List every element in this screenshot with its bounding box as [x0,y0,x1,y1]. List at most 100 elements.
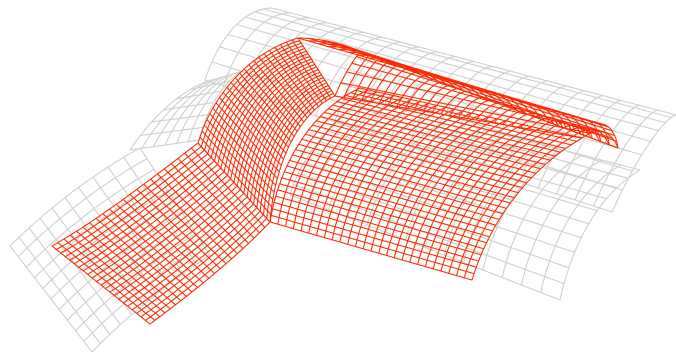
upper-saddle-long-line [239,72,295,137]
upper-saddle-long-line [258,56,308,119]
right-arm-long-line [311,124,528,184]
ridge-bridge-cross-line [378,68,407,105]
red-t-junction-mesh [51,37,619,325]
right-arm-long-line [269,221,473,281]
ridge-bridge-long-line [334,95,583,139]
upper-saddle-long-line [218,97,282,166]
right-arm-long-line [281,177,491,238]
left-arm-long-line [75,230,171,310]
ghost-left-arm-long-line [28,227,111,335]
right-arm-long-line [277,189,485,250]
ghost-upper-left-long-line [139,126,204,136]
left-arm-long-line [108,208,199,289]
ghost-upper-left-long-line [189,80,231,91]
left-arm-long-line [51,245,151,325]
upper-saddle-long-line [279,44,323,105]
upper-saddle-long-line [248,64,301,128]
ridge-bridge-cross-line [387,72,416,106]
ghost-right-shell-long-line [346,112,618,189]
upper-saddle-long-line [212,107,278,179]
top-ridge-long-line [341,44,616,137]
right-arm-long-line [308,129,524,189]
left-arm-long-line [136,188,221,270]
ghost-back-vault-long-line [254,11,666,124]
ghost-upper-left-long-line [151,114,209,123]
left-arm-long-line [69,234,166,314]
ghost-right-shell-long-line [318,140,590,225]
left-arm-long-line [57,242,156,321]
upper-saddle-long-line [215,102,280,173]
right-arm-long-line [359,87,583,139]
right-arm-long-line [332,104,551,161]
ridge-bridge-cross-line [343,54,370,99]
ridge-bridge-cross-line [369,65,398,103]
left-arm-long-line [190,147,266,228]
right-arm-long-line [336,101,556,157]
right-arm-long-line [273,201,480,262]
upper-saddle-long-line [199,136,272,215]
left-arm-long-line [63,238,161,318]
ghost-upper-left-long-line [129,139,201,151]
ridge-bridge-cross-line [360,61,389,102]
ridge-bridge-long-line [346,71,599,132]
upper-saddle-long-line [230,81,290,148]
left-arm-long-line [150,178,233,260]
ridge-bridge-long-line [351,62,607,134]
right-arm-long-line [319,115,537,174]
upper-saddle-long-line [203,124,274,200]
ghost-left-arm-long-line [39,217,121,326]
upper-saddle-long-line [197,142,271,223]
ridge-bridge-cross-line [334,51,361,97]
ghost-context-mesh [9,7,676,353]
left-arm-long-line [143,183,227,265]
right-arm-long-line [294,148,508,209]
right-arm-long-line [323,111,542,170]
upper-saddle-long-line [274,46,319,108]
ghost-upper-left-long-line [176,90,222,100]
left-arm-long-line [184,152,260,234]
right-arm-long-line [354,89,578,142]
left-arm-long-line [129,193,216,275]
right-arm-long-line [349,92,572,146]
right-arm-long-line [279,183,488,244]
upper-saddle-long-line [253,60,305,123]
ghost-right-shell-long-line [289,194,561,301]
ghost-left-arm-cross-line [9,147,141,247]
ghost-back-vault-long-line [271,7,676,116]
ghost-left-arm-long-line [77,186,158,295]
upper-saddle-long-line [209,113,277,186]
ghost-upper-left-long-line [204,71,241,83]
left-arm-long-line [95,217,187,297]
right-arm-long-line [304,133,519,194]
ridge-bridge-long-line [340,82,591,134]
right-arm-long-line [270,214,475,275]
right-arm-long-line [283,171,494,232]
left-arm-long-line [157,173,238,255]
ghost-back-vault-long-line [245,16,659,132]
upper-saddle-long-line [291,39,332,99]
ghost-upper-left-long-line [163,102,215,111]
ridge-bridge-cross-line [352,58,379,100]
right-arm-long-line [286,165,497,226]
left-arm-long-line [177,157,255,239]
right-arm-long-line [301,138,515,199]
right-arm-long-line [298,143,511,204]
right-arm-long-line [340,97,562,153]
left-arm-long-line [88,222,182,302]
right-arm-long-line [275,195,482,256]
upper-saddle-long-line [222,91,285,160]
upper-saddle-long-line [243,68,298,132]
ghost-back-vault-long-line [262,8,672,119]
right-arm-long-line [327,108,546,165]
ghost-right-shell-long-line [336,121,608,200]
upper-saddle-long-line [297,37,336,97]
ridge-bridge-long-line [355,56,614,139]
upper-saddle-long-line [268,49,316,111]
upper-saddle-long-line [206,118,275,193]
upper-saddle-long-line [285,41,328,102]
right-arm-long-line [315,120,532,179]
left-arm-long-line [102,213,193,293]
ridge-bridge-long-line [359,51,619,149]
